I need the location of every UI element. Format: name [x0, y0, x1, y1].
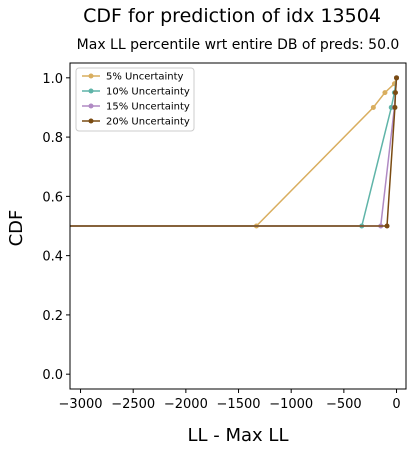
x-tick-label: −1000 [269, 397, 313, 412]
x-tick-label: 0 [392, 397, 400, 412]
y-tick-label: 0.6 [42, 190, 63, 205]
y-axis-label: CDF [6, 210, 27, 247]
chart-title: CDF for prediction of idx 13504 [83, 5, 381, 27]
legend-marker [88, 118, 94, 124]
series-layer [70, 75, 400, 229]
plot-area-frame [69, 62, 407, 390]
x-tick-label: −2000 [164, 397, 208, 412]
data-point [392, 90, 398, 96]
x-tick-label: −2500 [111, 397, 155, 412]
legend: 5% Uncertainty 10% Uncertainty 15% Uncerta… [75, 67, 195, 132]
data-point [394, 75, 400, 81]
y-tick-label: 0.2 [42, 309, 63, 324]
data-point [384, 223, 390, 229]
y-tick-label: 0.8 [42, 131, 63, 146]
data-point [370, 104, 376, 110]
x-tick-label: −500 [326, 397, 362, 412]
y-tick-label: 0.4 [42, 250, 63, 265]
data-point [382, 90, 388, 96]
y-tick-label: 1.0 [42, 72, 63, 87]
legend-marker [88, 88, 94, 94]
legend-marker [88, 103, 94, 109]
y-tick-label: 0.0 [42, 368, 63, 383]
tick-layer: −3000 −2500 −2000 −1500 −1000 −500 0 0.0 0.2 0.4 0… [42, 72, 400, 412]
legend-marker [88, 73, 94, 79]
legend-box [75, 67, 195, 132]
legend-label: 20% Uncertainty [106, 117, 190, 128]
x-axis-label: LL - Max LL [188, 425, 289, 446]
legend-label: 10% Uncertainty [106, 87, 190, 98]
x-tick-label: −3000 [59, 397, 103, 412]
chart-subtitle: Max LL percentile wrt entire DB of preds… [77, 37, 400, 53]
series-4 [70, 75, 400, 229]
x-tick-label: −1500 [217, 397, 261, 412]
legend-label: 5% Uncertainty [106, 72, 184, 83]
legend-label: 15% Uncertainty [106, 102, 190, 113]
data-point [392, 104, 398, 110]
